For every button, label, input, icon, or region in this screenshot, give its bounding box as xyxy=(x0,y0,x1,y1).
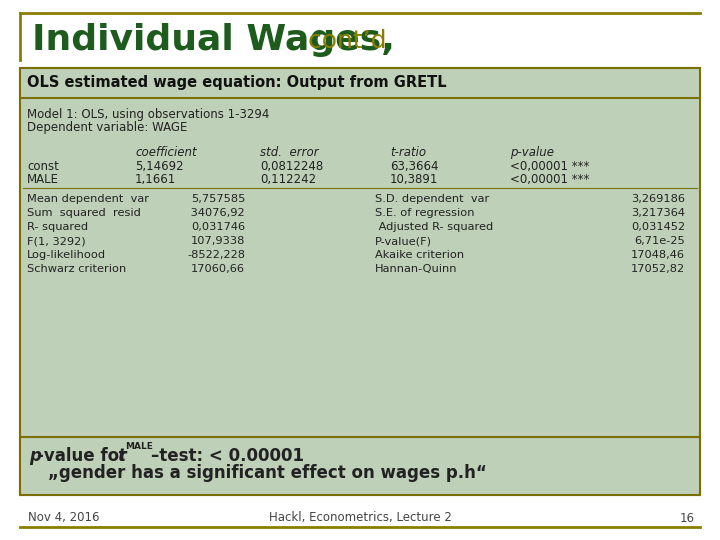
Text: Sum  squared  resid: Sum squared resid xyxy=(27,208,141,218)
Text: Nov 4, 2016: Nov 4, 2016 xyxy=(28,511,99,524)
Text: <0,00001 ***: <0,00001 *** xyxy=(510,173,590,186)
Text: F(1, 3292): F(1, 3292) xyxy=(27,236,86,246)
Text: -8522,228: -8522,228 xyxy=(187,250,245,260)
Text: 5,14692: 5,14692 xyxy=(135,160,184,173)
Text: 6,71e-25: 6,71e-25 xyxy=(634,236,685,246)
Text: 17048,46: 17048,46 xyxy=(631,250,685,260)
Text: 0,031746: 0,031746 xyxy=(191,222,245,232)
Text: 0,112242: 0,112242 xyxy=(260,173,316,186)
Text: Log-likelihood: Log-likelihood xyxy=(27,250,106,260)
Text: Schwarz criterion: Schwarz criterion xyxy=(27,264,126,274)
Bar xyxy=(20,68,700,495)
Text: S.D. dependent  var: S.D. dependent var xyxy=(375,194,490,204)
Text: 3,269186: 3,269186 xyxy=(631,194,685,204)
Text: t-ratio: t-ratio xyxy=(390,146,426,159)
Bar xyxy=(20,68,700,98)
Text: 16: 16 xyxy=(680,511,695,524)
Text: 17052,82: 17052,82 xyxy=(631,264,685,274)
Text: p-value: p-value xyxy=(510,146,554,159)
Text: Adjusted R- squared: Adjusted R- squared xyxy=(375,222,493,232)
Text: std.  error: std. error xyxy=(260,146,319,159)
Text: 34076,92: 34076,92 xyxy=(187,208,245,218)
Bar xyxy=(20,437,700,495)
Text: <0,00001 ***: <0,00001 *** xyxy=(510,160,590,173)
Text: Akaike criterion: Akaike criterion xyxy=(375,250,464,260)
Text: t: t xyxy=(117,447,125,465)
Text: coefficient: coefficient xyxy=(135,146,197,159)
Text: Individual Wages,: Individual Wages, xyxy=(32,23,395,57)
Text: 17060,66: 17060,66 xyxy=(191,264,245,274)
Text: P-value(F): P-value(F) xyxy=(375,236,432,246)
Text: MALE: MALE xyxy=(125,442,153,451)
Text: Hackl, Econometrics, Lecture 2: Hackl, Econometrics, Lecture 2 xyxy=(269,511,451,524)
Text: 3,217364: 3,217364 xyxy=(631,208,685,218)
Text: -value for: -value for xyxy=(37,447,133,465)
Text: cont’d: cont’d xyxy=(300,29,387,53)
Text: Hannan-Quinn: Hannan-Quinn xyxy=(375,264,457,274)
Text: 0,0812248: 0,0812248 xyxy=(260,160,323,173)
Text: S.E. of regression: S.E. of regression xyxy=(375,208,474,218)
Text: 10,3891: 10,3891 xyxy=(390,173,438,186)
Text: „gender has a significant effect on wages p.h“: „gender has a significant effect on wage… xyxy=(48,464,487,482)
Text: Mean dependent  var: Mean dependent var xyxy=(27,194,149,204)
Text: R- squared: R- squared xyxy=(27,222,88,232)
Text: Model 1: OLS, using observations 1-3294: Model 1: OLS, using observations 1-3294 xyxy=(27,108,269,121)
Text: 63,3664: 63,3664 xyxy=(390,160,438,173)
Text: 0,031452: 0,031452 xyxy=(631,222,685,232)
Text: 107,9338: 107,9338 xyxy=(191,236,245,246)
Text: Dependent variable: WAGE: Dependent variable: WAGE xyxy=(27,121,187,134)
Text: 1,1661: 1,1661 xyxy=(135,173,176,186)
Text: p: p xyxy=(29,447,41,465)
Text: const: const xyxy=(27,160,59,173)
Text: MALE: MALE xyxy=(27,173,59,186)
Text: 5,757585: 5,757585 xyxy=(191,194,245,204)
Text: OLS estimated wage equation: Output from GRETL: OLS estimated wage equation: Output from… xyxy=(27,76,446,91)
Text: –test: < 0.00001: –test: < 0.00001 xyxy=(151,447,304,465)
